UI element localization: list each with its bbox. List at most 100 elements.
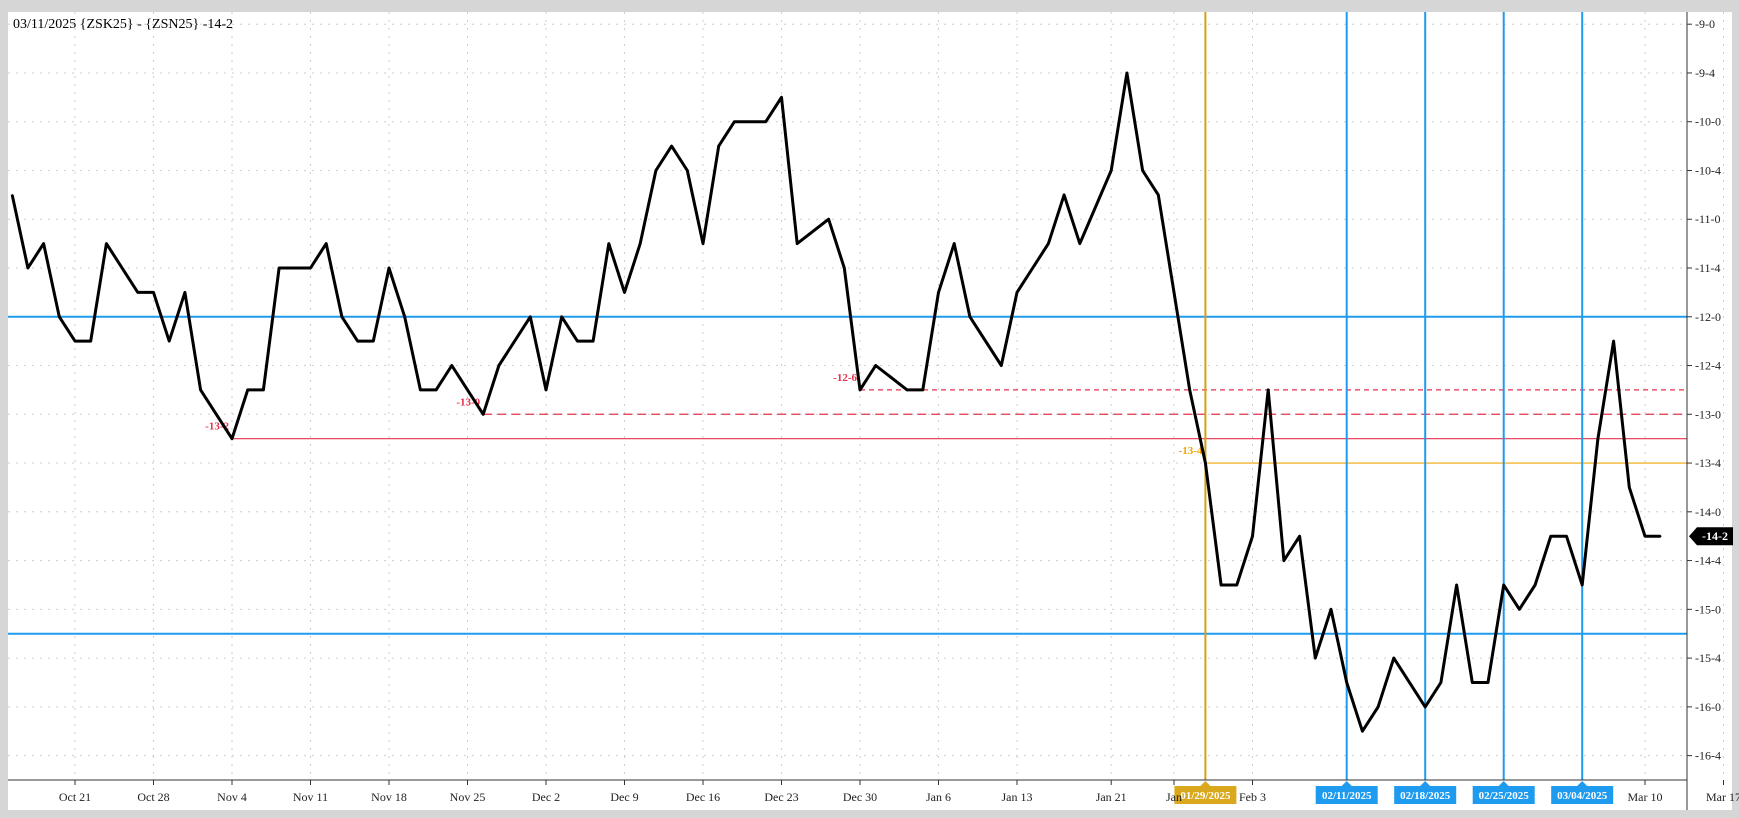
data-point [608,242,610,245]
data-point [58,315,61,318]
date-badge-pointer [1498,781,1509,786]
date-badge [1394,786,1457,804]
data-point [137,291,139,294]
data-point [937,291,940,294]
data-point [1063,194,1065,196]
data-point [498,364,500,367]
data-point [246,389,249,391]
data-point [121,267,123,269]
series-layer [10,71,1662,733]
data-point [1534,584,1536,586]
data-point [1393,657,1395,659]
data-point [262,389,265,391]
x-tick-label: Mar 17 [1706,790,1739,804]
y-tick-label: -16-0 [1695,700,1721,714]
data-point [1220,584,1222,586]
data-point [1157,194,1160,196]
x-tick-label: Nov 4 [217,790,247,804]
x-tick-label: Mar 10 [1628,790,1663,804]
data-point [1330,608,1332,611]
data-point [969,315,971,318]
date-badge-pointer [1420,781,1431,786]
data-point [294,267,296,269]
data-point [843,267,846,269]
y-tick-label: -13-4 [1695,456,1721,470]
data-point [1581,584,1583,586]
data-point [639,242,641,245]
data-point [1424,706,1426,708]
data-point [1487,681,1489,684]
date-badge [1315,786,1378,804]
data-point [105,242,108,245]
data-point [670,145,673,147]
data-point [1079,242,1081,245]
data-point [953,242,955,245]
data-point [372,340,375,342]
date-badge-label: 02/18/2025 [1400,790,1451,802]
data-point [1204,462,1207,464]
data-point [1031,267,1034,269]
data-point [419,389,422,391]
y-tick-label: -10-0 [1695,115,1721,129]
y-tick-label: -13-0 [1695,407,1721,421]
y-tick-label: -14-4 [1695,554,1721,568]
y-tick-label: -12-0 [1695,310,1721,324]
data-point [1565,535,1568,537]
data-point [1361,730,1364,733]
data-point [231,437,233,440]
x-tick-label: Jan [1166,790,1182,804]
data-point [906,389,908,391]
x-tick-label: Dec 2 [532,790,560,804]
y-tick-label: -15-0 [1695,602,1721,616]
date-badge-label: 01/29/2025 [1180,790,1231,802]
data-point [1141,169,1144,172]
last-value-label: -14-2 [1702,529,1728,543]
data-point [168,340,170,342]
data-point [1597,437,1599,440]
data-point [403,315,406,318]
data-point [1377,706,1379,708]
x-tick-label: Dec 30 [843,790,877,804]
date-badge-label: 03/04/2025 [1557,790,1608,802]
data-point [388,267,390,269]
data-point [1251,535,1254,537]
data-point [1518,608,1521,611]
grid-lines [8,12,1724,780]
data-point [435,389,437,391]
y-tick-label: -10-4 [1695,163,1721,177]
data-point [152,291,155,294]
data-point [1440,681,1442,684]
data-point [1550,535,1552,537]
data-point [827,218,830,221]
data-point [1188,389,1191,391]
x-tick-label: Nov 25 [450,790,486,804]
chart-title: 03/11/2025 {ZSK25} - {ZSN25} -14-2 [13,17,233,32]
price-axis-area [1687,12,1732,810]
y-tick-label: -9-0 [1695,17,1715,31]
data-point [1298,535,1301,537]
data-point [623,291,626,294]
date-badge-label: 02/25/2025 [1479,790,1530,802]
y-tick-label: -9-4 [1695,66,1715,80]
data-point [341,315,343,318]
x-tick-label: Dec 23 [764,790,798,804]
data-point [184,291,186,294]
series-points [11,72,1662,733]
data-point [922,389,924,391]
x-tick-label: Jan 21 [1096,790,1127,804]
series-line [10,71,1661,733]
vertical-lines: 01/29/2025 02/11/2025 02/18/2025 02/25/2025… [1174,12,1614,804]
horizontal-line-label: -12-6 [833,372,857,384]
x-tick-label: Oct 28 [137,790,169,804]
date-badge [1472,786,1535,804]
data-point [1628,486,1631,489]
x-tick-label: Nov 11 [293,790,328,804]
data-point [278,267,280,269]
date-badge-label: 02/11/2025 [1322,790,1372,802]
x-tick-label: Feb 3 [1239,790,1266,804]
data-point [482,413,485,416]
data-point [325,242,328,245]
date-badge [1174,786,1237,804]
